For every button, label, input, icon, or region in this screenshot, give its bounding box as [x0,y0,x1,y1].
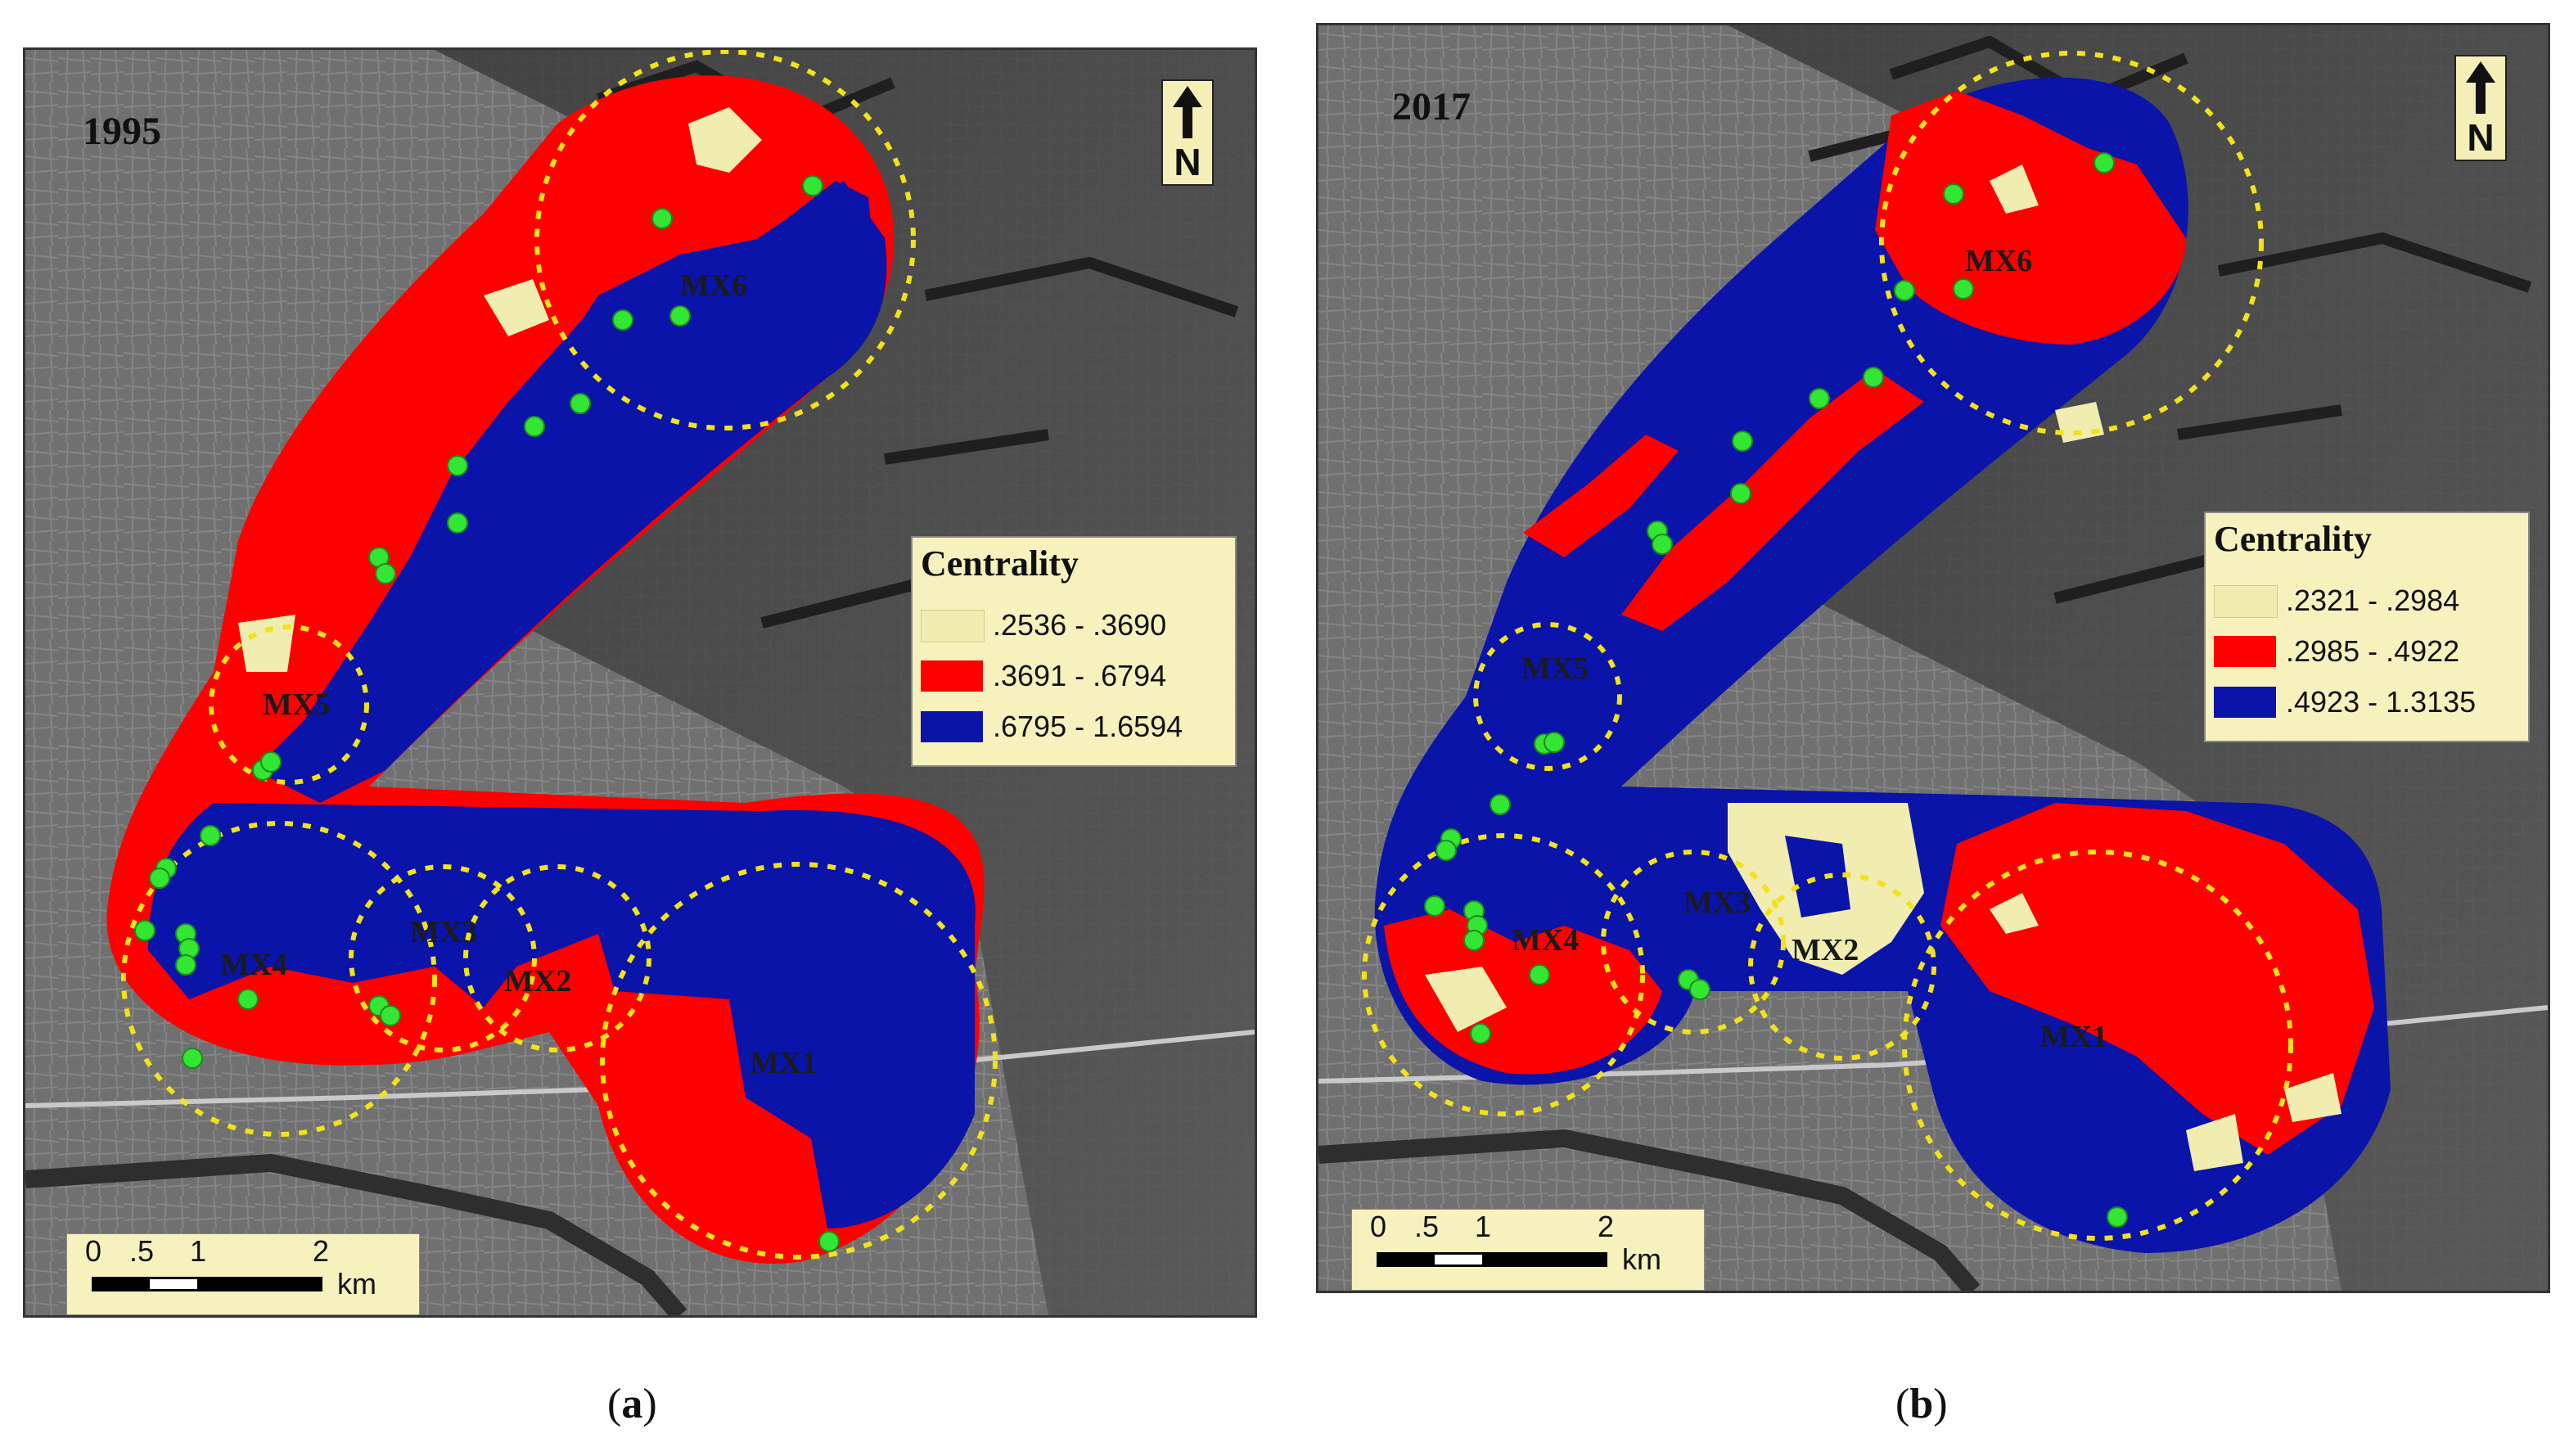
scale-unit: km [337,1267,376,1300]
zone-label-mx6: MX6 [680,268,747,303]
red-area-mx6 [1875,91,2186,345]
zone-label-mx5: MX5 [263,687,330,722]
legend-swatch-mid [921,660,983,692]
north-arrow: N [2454,55,2507,161]
legend-range-high: .6795 - 1.6594 [993,710,1183,743]
scale-segment-3 [1483,1252,1607,1267]
north-label: N [2467,116,2495,159]
low-centrality-patch-1 [238,107,762,672]
scale-segment-2 [1432,1252,1485,1267]
scale-tick-05: .5 [1414,1210,1440,1243]
caption-a-letter: a [621,1381,643,1427]
map-year-label: 2017 [1392,85,1471,128]
scale-tick-2: 2 [1598,1210,1615,1243]
mountain-ridges [1808,35,2532,653]
legend-range-mid: .3691 - .6794 [993,659,1167,692]
scale-tick-0: 0 [1370,1210,1387,1243]
centrality-legend: Centrality .2321 - .2984 .2985 - .4922 .… [2204,512,2530,742]
high-centrality-mx6 [566,181,877,394]
north-arrow: N [1161,79,1214,186]
caption-b-open: ( [1895,1381,1910,1427]
low-centrality-mx3-inner [1785,836,1850,917]
map-panel-1995: MX6 MX5 MX4 MX3 MX2 MX1 1995 N Centralit… [23,47,1257,1318]
legend-title: Centrality [921,543,1079,584]
legend-range-high: .4923 - 1.3135 [2286,685,2477,719]
scale-segment-1 [92,1277,149,1291]
caption-a-open: ( [607,1381,622,1427]
legend-swatch-low [921,610,985,642]
north-label: N [1174,141,1201,183]
scale-tick-05: .5 [129,1234,155,1268]
legend-range-mid: .2985 - .4922 [2286,634,2460,668]
zone-label-mx2: MX2 [504,964,571,998]
caption-b-close: ) [1933,1381,1948,1427]
legend-range-low: .2536 - .3690 [993,608,1167,642]
zone-label-mx3: MX3 [1683,886,1751,920]
sample-points [134,175,840,1252]
scale-tick-1: 1 [1475,1210,1492,1243]
zone-label-mx6: MX6 [1965,244,2032,278]
caption-a: (a) [607,1380,657,1428]
red-area-mx1 [1940,803,2374,1155]
zone-circle-mx2 [1748,872,1936,1061]
legend-swatch-mid [2214,636,2276,667]
legend-range-low: .2321 - .2984 [2286,584,2460,617]
red-area-corridor [1523,369,1924,631]
scale-segment-3 [198,1277,322,1291]
river [25,1153,687,1315]
scale-tick-2: 2 [313,1234,330,1268]
zone-label-mx5: MX5 [1521,651,1589,686]
caption-b-letter: b [1909,1381,1934,1427]
zone-label-mx1: MX1 [750,1046,817,1080]
zone-circle-mx4 [121,821,437,1137]
zone-circle-mx2 [463,864,651,1053]
river [1318,1129,1981,1291]
zone-circle-mx3 [349,864,537,1053]
scale-segment-1 [1377,1252,1434,1267]
legend-swatch-high [2214,687,2276,718]
zone-label-mx1: MX1 [2040,1020,2107,1054]
scale-segment-2 [147,1277,200,1291]
legend-title: Centrality [2214,519,2373,559]
zone-circle-mx5 [209,624,369,785]
zone-circle-mx3 [1601,850,1786,1035]
map-canvas-2017: MX6 MX5 MX4 MX3 MX2 MX1 [1318,25,2548,1291]
scale-unit: km [1622,1242,1661,1276]
zone-label-mx3: MX3 [410,915,477,949]
legend-swatch-low [2214,585,2278,618]
scale-bar: 0 .5 1 2 km [66,1233,420,1315]
zone-label-mx4: MX4 [1512,923,1579,958]
legend-swatch-high [921,711,983,742]
caption-b: (b) [1895,1380,1948,1428]
north-arrow-icon [1173,86,1202,138]
high-centrality-south [148,803,976,1228]
map-panel-2017: MX6 MX5 MX4 MX3 MX2 MX1 2017 N Centralit… [1316,23,2550,1293]
zone-circle-mx6 [1879,51,2264,435]
zone-label-mx4: MX4 [220,948,287,982]
scale-tick-0: 0 [85,1234,102,1268]
zone-label-mx2: MX2 [1792,933,1859,967]
zone-circle-mx5 [1473,622,1622,771]
centrality-legend: Centrality .2536 - .3690 .3691 - .6794 .… [911,536,1237,767]
scale-bar: 0 .5 1 2 km [1351,1209,1705,1291]
north-arrow-icon [2466,61,2495,114]
zone-circle-mx1 [1902,850,2293,1241]
map-year-label: 1995 [83,110,161,153]
zone-circle-mx6 [534,50,916,430]
zone-circle-mx1 [600,862,998,1260]
zone-circle-mx4 [1362,833,1645,1116]
red-area-mx4 [1384,909,1662,1075]
sample-points [1424,152,2128,1228]
scale-tick-1: 1 [190,1234,207,1268]
caption-a-close: ) [642,1381,657,1427]
